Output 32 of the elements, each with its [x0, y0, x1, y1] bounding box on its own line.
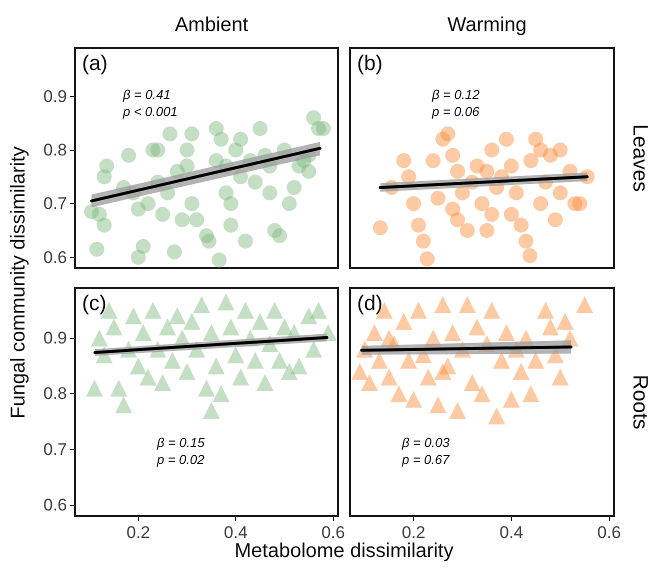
- x-tick-label: 0.6: [597, 523, 621, 542]
- chart-title: Warming: [447, 14, 527, 36]
- x-tick-label: 0.6: [321, 523, 345, 542]
- chart-title: Ambient: [174, 14, 249, 36]
- annotation: p = 0.67: [401, 452, 450, 467]
- annotation: (c): [82, 292, 106, 315]
- y-tick-label: 0.8: [43, 384, 67, 404]
- annotation: p < 0.001: [122, 104, 178, 119]
- annotation: β = 0.03: [401, 435, 450, 450]
- y-axis-title: Fungal community dissimilarity: [8, 146, 31, 418]
- text: Leaves: [628, 124, 648, 192]
- annotation: (d): [357, 292, 383, 315]
- annotation: p = 0.02: [156, 452, 206, 467]
- x-tick-label: 0.2: [126, 523, 150, 542]
- text: Roots: [628, 374, 648, 430]
- y-tick-label: 0.6: [43, 495, 67, 514]
- annotation: p = 0.06: [431, 104, 480, 119]
- y-tick-label: 0.7: [43, 440, 67, 459]
- annotation: (a): [82, 52, 108, 75]
- annotation: β = 0.12: [431, 87, 480, 102]
- y-tick-label: 0.8: [43, 140, 67, 160]
- annotation: (b): [357, 52, 383, 75]
- x-tick-label: 0.4: [500, 523, 524, 542]
- x-tick-label: 0.4: [224, 523, 248, 542]
- x-axis-title: Metabolome dissimilarity: [234, 540, 454, 563]
- annotation: β = 0.15: [156, 435, 206, 450]
- y-tick-label: 0.9: [43, 328, 67, 348]
- x-tick-label: 0.2: [402, 523, 426, 542]
- y-tick-label: 0.6: [43, 248, 67, 267]
- y-tick-label: 0.9: [43, 86, 67, 106]
- y-tick-label: 0.7: [43, 194, 67, 214]
- annotation: β = 0.41: [122, 87, 171, 102]
